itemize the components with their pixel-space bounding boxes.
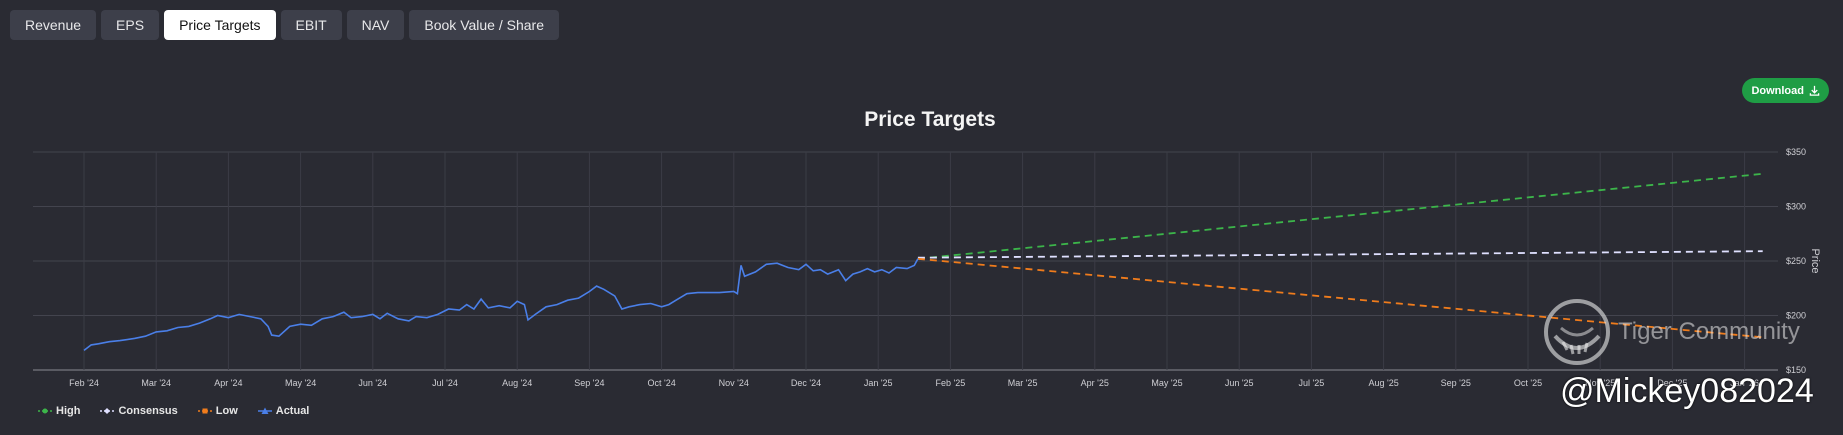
y-tick-label: $350 xyxy=(1786,147,1806,157)
x-tick-label: Aug '25 xyxy=(1368,378,1398,388)
x-tick-label: Jul '24 xyxy=(432,378,458,388)
x-tick-label: Oct '24 xyxy=(647,378,675,388)
legend-label: Low xyxy=(215,405,238,417)
chart-legend: High Consensus Low Actual xyxy=(38,405,309,417)
legend-label: Consensus xyxy=(118,405,178,417)
tab-eps[interactable]: EPS xyxy=(101,10,160,40)
y-tick-label: $200 xyxy=(1786,311,1806,321)
x-tick-label: Feb '24 xyxy=(69,378,99,388)
tab-price-targets[interactable]: Price Targets xyxy=(164,10,276,40)
series-low-line xyxy=(917,257,1763,339)
tiger-logo-icon xyxy=(1544,299,1610,365)
x-tick-label: Jan '25 xyxy=(864,378,893,388)
legend-label: Actual xyxy=(275,405,310,417)
y-axis-title: Price xyxy=(1809,248,1821,273)
x-tick-label: Apr '25 xyxy=(1081,378,1109,388)
x-tick-label: Sep '25 xyxy=(1441,378,1471,388)
x-tick-label: Oct '25 xyxy=(1514,378,1542,388)
download-label: Download xyxy=(1751,84,1804,97)
y-tick-label: $250 xyxy=(1786,256,1806,266)
y-tick-label: $150 xyxy=(1786,365,1806,375)
legend-high-marker-icon xyxy=(38,408,52,414)
chart-title: Price Targets xyxy=(864,108,996,131)
chart-tabs: Revenue EPS Price Targets EBIT NAV Book Value… xyxy=(10,10,559,40)
download-button[interactable]: Download xyxy=(1742,78,1829,103)
x-tick-label: Jun '25 xyxy=(1225,378,1254,388)
legend-item-actual[interactable]: Actual xyxy=(257,405,310,417)
legend-actual-marker-icon xyxy=(257,407,272,414)
x-tick-label: Jun '24 xyxy=(358,378,387,388)
x-tick-label: Jul '25 xyxy=(1299,378,1325,388)
x-tick-label: Mar '24 xyxy=(141,378,171,388)
tab-nav[interactable]: NAV xyxy=(346,10,405,40)
legend-label: High xyxy=(56,405,81,417)
x-tick-label: May '25 xyxy=(1151,378,1182,388)
x-tick-label: Nov '25 xyxy=(1585,378,1615,388)
x-tick-label: Aug '24 xyxy=(502,378,532,388)
legend-low-marker-icon xyxy=(197,408,212,414)
x-tick-label: Jan '26 xyxy=(1730,378,1759,388)
x-tick-label: Sep '24 xyxy=(574,378,604,388)
series-consensus-line xyxy=(917,250,1763,259)
tab-revenue[interactable]: Revenue xyxy=(10,10,97,40)
x-tick-label: Mar '25 xyxy=(1008,378,1038,388)
download-icon xyxy=(1809,85,1820,96)
tab-book-value-share[interactable]: Book Value / Share xyxy=(409,10,559,40)
watermark-brand: Tiger Community xyxy=(1618,318,1800,345)
y-tick-label: $300 xyxy=(1786,202,1806,212)
series-high-line xyxy=(917,172,1763,260)
x-tick-label: Dec '24 xyxy=(791,378,821,388)
x-tick-label: Nov '24 xyxy=(719,378,749,388)
x-tick-label: May '24 xyxy=(285,378,316,388)
tab-ebit[interactable]: EBIT xyxy=(280,10,342,40)
x-tick-label: Apr '24 xyxy=(214,378,242,388)
x-tick-label: Dec '25 xyxy=(1657,378,1687,388)
legend-item-low[interactable]: Low xyxy=(197,405,238,417)
legend-item-high[interactable]: High xyxy=(38,405,80,417)
series-actual-line xyxy=(83,258,919,352)
legend-item-consensus[interactable]: Consensus xyxy=(100,405,178,417)
x-tick-label: Feb '25 xyxy=(936,378,966,388)
watermark-handle: @Mickey082024 xyxy=(1560,372,1814,410)
legend-consensus-marker-icon xyxy=(100,408,115,414)
